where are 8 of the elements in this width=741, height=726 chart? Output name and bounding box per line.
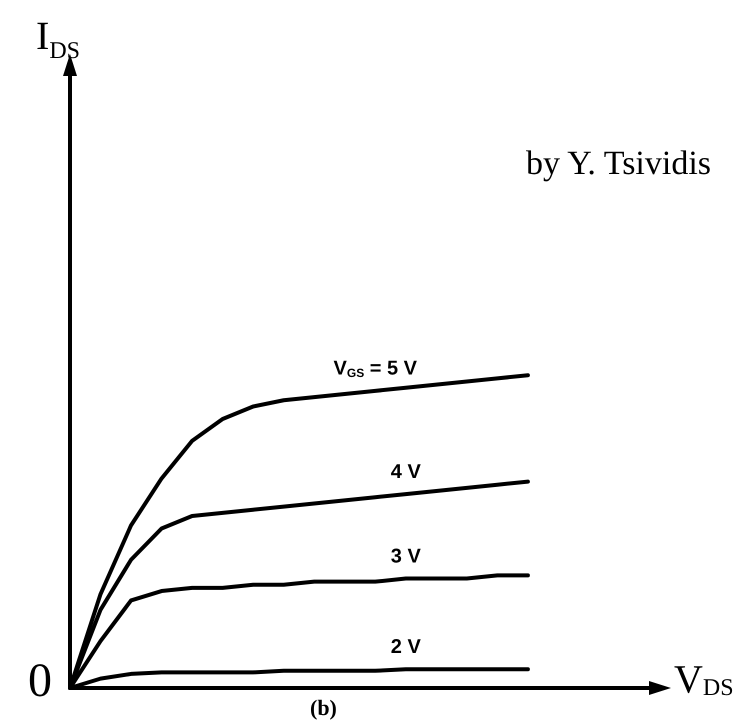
text: 0 xyxy=(28,654,52,708)
x-axis-title: VDS xyxy=(674,656,734,702)
series-label: 3 V xyxy=(390,546,422,568)
series-label: 2 V xyxy=(390,636,422,658)
text: by Y. Tsividis xyxy=(526,145,711,182)
text: I$_{DS}$ xyxy=(36,13,80,64)
series-label: 4 V xyxy=(390,461,422,484)
text: (b) xyxy=(310,695,337,720)
